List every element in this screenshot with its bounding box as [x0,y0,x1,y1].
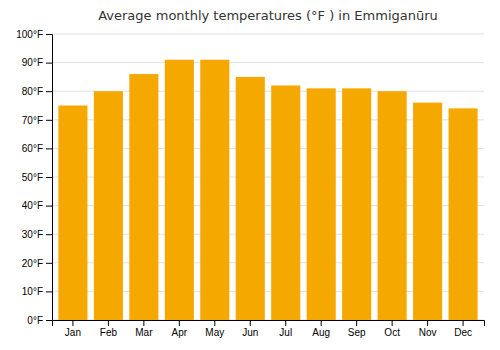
plot: Jan Feb Mar Apr May Jun Jul Aug Sep Oct Nov Dec 0°F 1… [16,29,484,338]
tick-mark [46,120,52,121]
tick-mark [46,177,52,178]
x-tick: Feb [100,320,118,338]
tick-label: 20°F [22,258,43,269]
tick-mark [392,320,393,326]
bar [200,60,229,320]
tick-label: 10°F [22,286,43,297]
x-tick: Jul [279,320,292,338]
bar [236,77,265,320]
tick-mark [356,320,357,326]
y-tick: 60°F [22,143,52,154]
tick-label: May [205,327,224,338]
bar [449,108,478,320]
y-tick: 30°F [22,229,52,240]
axis-line [53,321,485,327]
tick-mark [250,320,251,326]
chart: Jan Feb Mar Apr May Jun Jul Aug Sep Oct Nov Dec 0°F 1… [0,0,500,350]
grid-line [52,34,484,35]
tick-mark [46,263,52,264]
bar [413,103,442,320]
y-axis: 0°F 10°F 20°F 30°F 40°F 50°F 60°F 70°F 80°F 90°F 1… [16,29,52,326]
tick-label: Jun [242,327,258,338]
tick-mark [46,91,52,92]
tick-mark [72,320,73,326]
tick-mark [463,320,464,326]
tick-label: Dec [454,327,472,338]
y-tick: 80°F [22,86,52,97]
bar [342,88,371,320]
bar [271,85,300,320]
y-tick: 0°F [27,315,52,326]
x-tick: Nov [419,320,437,338]
tick-label: 100°F [16,29,43,40]
bar [94,91,123,320]
tick-mark [108,320,109,326]
x-tick: Sep [348,320,366,338]
tick-label: Oct [384,327,400,338]
tick-label: 70°F [22,115,43,126]
tick-label: Feb [100,327,118,338]
bar [307,88,336,320]
title: Average monthly temperatures (°F ) in Em… [98,8,438,23]
tick-label: Mar [135,327,153,338]
x-tick: May [205,320,224,338]
bars [58,60,477,320]
x-tick: Jun [242,320,258,338]
x-tick: Dec [454,320,472,338]
bar [58,106,87,321]
y-tick: 40°F [22,200,52,211]
y-tick: 20°F [22,258,52,269]
grid [52,34,484,320]
tick-label: 90°F [22,57,43,68]
tick-mark [46,63,52,64]
tick-label: Aug [312,327,330,338]
tick-label: 80°F [22,86,43,97]
tick-mark [46,291,52,292]
tick-mark [143,320,144,326]
tick-mark [427,320,428,326]
x-tick: Jan [65,320,81,338]
y-tick: 90°F [22,57,52,68]
tick-label: 60°F [22,143,43,154]
tick-label: Jan [65,327,81,338]
x-tick: Apr [172,320,188,338]
bar [129,74,158,320]
bar [378,91,407,320]
tick-label: Nov [419,327,437,338]
tick-mark [46,34,52,35]
y-tick: 50°F [22,172,52,183]
tick-label: 0°F [27,315,43,326]
tick-mark [46,148,52,149]
tick-mark [179,320,180,326]
tick-label: Apr [172,327,188,338]
y-tick: 10°F [22,286,52,297]
tick-label: 30°F [22,229,43,240]
bar [165,60,194,320]
x-tick: Aug [312,320,330,338]
tick-mark [46,206,52,207]
tick-label: 50°F [22,172,43,183]
tick-label: 40°F [22,200,43,211]
tick-label: Sep [348,327,366,338]
x-tick: Mar [135,320,153,338]
tick-mark [46,320,52,321]
y-tick: 70°F [22,115,52,126]
y-tick: 100°F [16,29,52,40]
axis-line [46,35,53,321]
x-axis: Jan Feb Mar Apr May Jun Jul Aug Sep Oct Nov Dec [53,320,485,338]
x-tick: Oct [384,320,400,338]
grid-line [52,62,484,63]
tick-mark [321,320,322,326]
tick-mark [46,234,52,235]
tick-mark [285,320,286,326]
tick-label: Jul [279,327,292,338]
tick-mark [214,320,215,326]
